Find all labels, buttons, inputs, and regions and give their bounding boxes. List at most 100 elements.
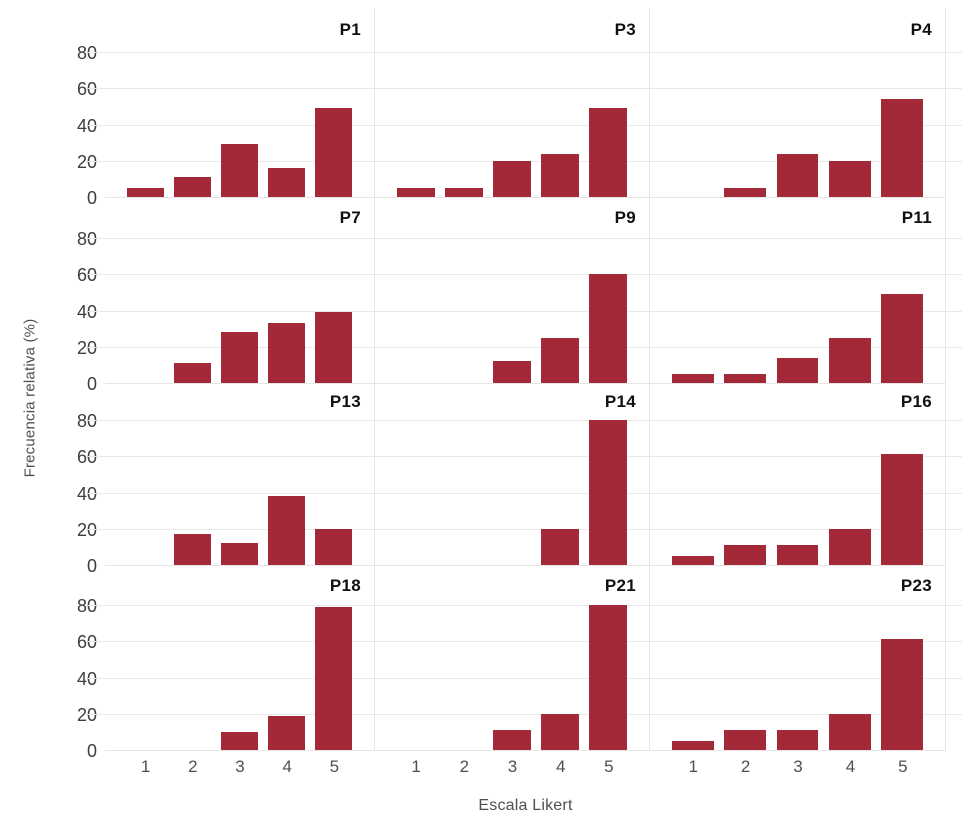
facet-panel-P23: P23 [633, 566, 962, 751]
gridline-y80 [88, 420, 391, 421]
gridline-y60 [633, 456, 962, 458]
y-tick-label: 80 [76, 43, 97, 63]
y-tick-label: 60 [76, 79, 97, 100]
y-tick-label: 60 [76, 447, 97, 468]
bar-P1-likert-2 [173, 177, 212, 197]
gridline-y20 [358, 528, 666, 530]
bar-P14-likert-4 [540, 528, 580, 565]
bar-slot [667, 52, 719, 197]
facet-plot [88, 52, 391, 198]
bar-slot [488, 420, 536, 565]
bar-P1-likert-5 [314, 108, 353, 197]
bar-slot [488, 605, 536, 750]
facet-header: P9 [375, 198, 649, 238]
x-tick-label: 1 [140, 757, 151, 776]
facet-panel-P13: P13 [88, 384, 391, 566]
facet-row: 0 20 40 60 80 P7 P9 P11 [77, 198, 962, 394]
gridline-y60 [358, 641, 666, 643]
x-tick-label: 5 [329, 757, 340, 776]
y-tick-label: 0 [86, 188, 97, 208]
bar-slot [584, 52, 632, 197]
gridline-y60 [633, 274, 962, 276]
facet-header: P7 [105, 198, 374, 238]
facet-header: P13 [105, 384, 374, 420]
gridline-y80 [633, 238, 962, 239]
y-tick-label: 20 [76, 337, 97, 358]
bar-slot [263, 605, 310, 750]
bar-slot [392, 420, 440, 565]
gridline-y80 [633, 605, 962, 606]
facet-title: P11 [901, 208, 932, 227]
facet-title: P16 [900, 392, 932, 411]
gridline-y80 [88, 605, 391, 606]
x-tick-label: 1 [688, 757, 698, 776]
facet-plot [88, 420, 391, 566]
bar-slot [536, 605, 584, 750]
bar-P13-likert-5 [314, 528, 353, 565]
bar-slot [719, 605, 771, 750]
bar-slot [876, 420, 928, 565]
bar-slot [488, 238, 536, 383]
gridline-y80 [88, 238, 391, 239]
bar-slot [667, 420, 719, 565]
facet-header: P18 [105, 566, 374, 605]
facet-title: P13 [329, 392, 361, 411]
bar-P11-likert-3 [776, 357, 819, 383]
gridline-y40 [358, 124, 666, 126]
bar-P13-likert-3 [220, 543, 259, 565]
bar-slot [719, 238, 771, 383]
y-tick-label: 80 [76, 411, 97, 431]
gridline-y60 [88, 274, 391, 276]
bar-slot [440, 420, 488, 565]
facet-panel-P7: P7 [88, 198, 391, 384]
gridline-y40 [88, 310, 391, 312]
bar-P11-likert-5 [881, 294, 923, 383]
gridline-y40 [358, 677, 666, 679]
bar-slot [310, 52, 357, 197]
bar-P21-likert-4 [540, 713, 580, 750]
bar-slot [263, 238, 310, 383]
bar-P3-likert-1 [396, 187, 436, 197]
gridline-y60 [633, 641, 962, 643]
facet-panel-P1: P1 [88, 8, 391, 198]
facet-panel-P11: P11 [633, 198, 962, 384]
bar-slot [536, 420, 584, 565]
x-axis-ticks: 1 2 3 4 5 [375, 751, 650, 783]
facet-panel-P9: P9 [358, 198, 666, 384]
y-tick-label: 40 [76, 668, 97, 689]
gridline-y40 [88, 677, 391, 679]
gridline-y40 [633, 310, 962, 312]
facet-title: P21 [604, 575, 636, 595]
y-tick-label: 0 [86, 556, 97, 576]
y-axis-ticks: 0 20 40 60 80 [0, 198, 97, 394]
bar-slot [719, 52, 771, 197]
facet-panel-P18: P18 [88, 566, 391, 751]
bar-P4-likert-3 [776, 153, 819, 197]
bar-slot [392, 52, 440, 197]
gridline-y40 [88, 492, 391, 494]
facet-plot [633, 420, 962, 566]
facet-title: P4 [910, 20, 932, 39]
facet-plot [88, 238, 391, 384]
x-tick-label: 4 [282, 757, 292, 776]
facet-title: P23 [900, 575, 932, 595]
facet-title: P9 [614, 208, 636, 227]
facet-plot [358, 420, 666, 566]
facet-row: 0 20 40 60 80 P1 P3 P4 [77, 8, 962, 208]
bar-P11-likert-2 [724, 373, 767, 383]
bar-P7-likert-3 [220, 332, 259, 383]
x-tick-label: 1 [411, 757, 421, 776]
y-tick-label: 20 [76, 704, 97, 725]
bar-slot [216, 605, 263, 750]
facet-panel-P21: P21 [358, 566, 666, 751]
bar-slot [719, 420, 771, 565]
bar-P16-likert-2 [724, 545, 767, 565]
y-tick-label: 80 [76, 596, 97, 616]
bar-slot [771, 52, 823, 197]
bar-slot [584, 238, 632, 383]
bar-P1-likert-1 [126, 187, 165, 197]
bar-slot [440, 52, 488, 197]
facet-plot [633, 238, 962, 384]
x-tick-label: 4 [555, 757, 566, 776]
bar-slot [392, 238, 440, 383]
